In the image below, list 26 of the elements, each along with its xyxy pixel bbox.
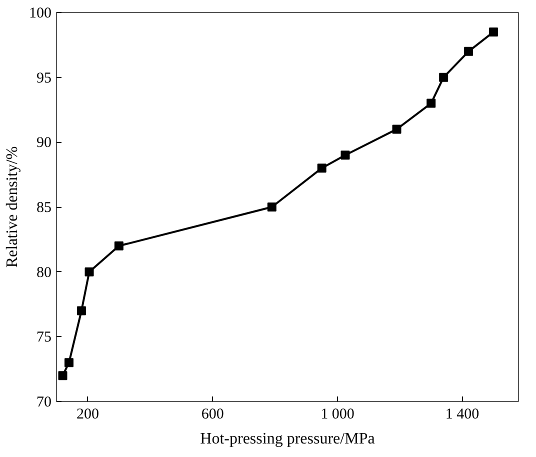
x-tick-label: 600	[201, 406, 224, 422]
point	[58, 371, 68, 380]
point	[76, 306, 86, 316]
point	[340, 150, 350, 160]
y-tick-label: 95	[36, 70, 52, 86]
x-tick-label: 200	[76, 406, 99, 422]
point	[426, 98, 436, 108]
x-axis-title: Hot-pressing pressure/MPa	[200, 430, 375, 448]
y-tick-label: 75	[36, 330, 52, 346]
point	[439, 72, 448, 82]
point	[64, 358, 74, 368]
point	[464, 46, 474, 56]
x-tick-label: 1 000	[320, 406, 354, 422]
point	[392, 124, 402, 134]
point	[317, 164, 326, 173]
y-tick-label: 80	[36, 264, 52, 281]
point	[114, 241, 124, 250]
y-tick-label: 85	[36, 200, 52, 216]
y-tick-label: 90	[36, 135, 52, 152]
y-axis-title: Relative density/%	[4, 146, 21, 268]
y-tick-label: 70	[36, 394, 52, 410]
x-tick-label: 1 400	[445, 406, 480, 422]
point	[84, 267, 94, 276]
y-tick-label: 100	[29, 6, 52, 22]
point	[267, 202, 276, 212]
point	[489, 27, 498, 36]
